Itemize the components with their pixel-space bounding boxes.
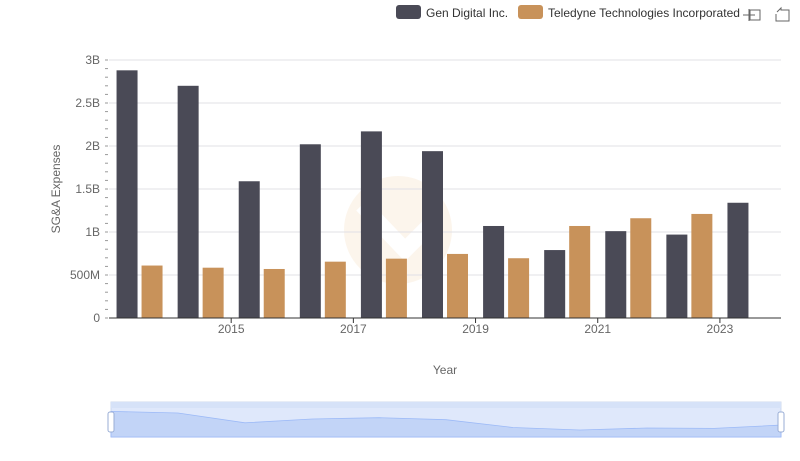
slider-handle-left[interactable] xyxy=(107,411,115,433)
y-tick-label: 500M xyxy=(70,268,100,282)
bar-gen-digital-2020[interactable] xyxy=(483,225,505,318)
bar-teledyne-2020[interactable] xyxy=(508,258,530,318)
bar-gen-digital-2015[interactable] xyxy=(177,85,199,318)
bar-teledyne-2016[interactable] xyxy=(263,268,285,318)
bar-teledyne-2021[interactable] xyxy=(569,225,591,318)
slider-top-bar[interactable] xyxy=(111,402,781,408)
bar-gen-digital-2021[interactable] xyxy=(544,250,566,318)
y-tick-label: 2.5B xyxy=(75,96,100,110)
bar-teledyne-2018[interactable] xyxy=(385,258,407,318)
bar-teledyne-2019[interactable] xyxy=(447,253,468,318)
slider-handle-right[interactable] xyxy=(777,411,785,433)
bars xyxy=(116,70,749,318)
y-axis-title: SG&A Expenses xyxy=(49,145,63,234)
legend-swatch-gen-digital[interactable] xyxy=(396,5,421,19)
legend[interactable]: Gen Digital Inc. Teledyne Technologies I… xyxy=(396,5,740,20)
bar-teledyne-2017[interactable] xyxy=(324,261,346,318)
bar-gen-digital-2018[interactable] xyxy=(360,131,382,318)
bar-gen-digital-2022[interactable] xyxy=(605,231,627,318)
y-tick-label: 1.5B xyxy=(75,182,100,196)
bar-gen-digital-2014[interactable] xyxy=(116,70,138,318)
bar-gen-digital-2019[interactable] xyxy=(422,151,443,318)
bar-teledyne-2015[interactable] xyxy=(202,267,224,318)
bar-gen-digital-2016[interactable] xyxy=(238,181,260,318)
x-tick-label: 2019 xyxy=(462,322,489,336)
y-tick-label: 3B xyxy=(85,53,100,67)
restore-icon[interactable] xyxy=(775,6,790,22)
slider-preview-area xyxy=(110,410,782,438)
y-tick-label: 1B xyxy=(85,225,100,239)
x-axis-ticks: 2015 2017 2019 2021 2023 xyxy=(218,318,734,336)
bar-teledyne-2022[interactable] xyxy=(630,218,652,318)
data-zoom-slider[interactable] xyxy=(107,401,785,438)
x-tick-label: 2017 xyxy=(340,322,367,336)
legend-swatch-teledyne[interactable] xyxy=(518,5,543,19)
y-axis-ticks: 0 500M 1B 1.5B 2B 2.5B 3B xyxy=(70,53,100,325)
x-tick-label: 2015 xyxy=(218,322,245,336)
x-tick-label: 2023 xyxy=(707,322,734,336)
y-tick-label: 2B xyxy=(85,139,100,153)
x-axis-title: Year xyxy=(433,363,457,377)
bar-gen-digital-2023[interactable] xyxy=(666,234,688,318)
x-tick-label: 2021 xyxy=(584,322,611,336)
legend-label-gen-digital[interactable]: Gen Digital Inc. xyxy=(426,6,508,20)
bar-teledyne-2023[interactable] xyxy=(691,213,713,318)
bar-gen-digital-2017[interactable] xyxy=(299,144,321,318)
zoom-icon[interactable] xyxy=(743,9,761,21)
y-tick-label: 0 xyxy=(93,311,100,325)
legend-label-teledyne[interactable]: Teledyne Technologies Incorporated xyxy=(548,6,740,20)
y-minor-ticks xyxy=(105,59,108,319)
bar-teledyne-2014[interactable] xyxy=(141,265,163,318)
bar-gen-digital-2024[interactable] xyxy=(727,202,749,318)
